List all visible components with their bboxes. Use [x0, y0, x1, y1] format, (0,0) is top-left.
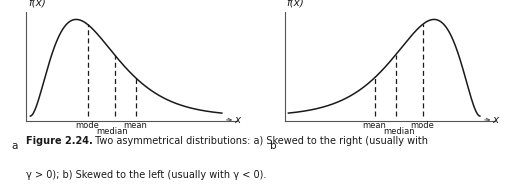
Text: x: x [235, 115, 240, 125]
Text: x: x [493, 115, 499, 125]
Text: mode: mode [76, 121, 100, 130]
Text: median: median [383, 127, 414, 136]
Text: median: median [96, 127, 128, 136]
Text: a: a [12, 141, 18, 151]
Text: f(x): f(x) [287, 0, 305, 7]
Text: f(x): f(x) [28, 0, 46, 7]
Text: Two asymmetrical distributions: a) Skewed to the right (usually with: Two asymmetrical distributions: a) Skewe… [92, 136, 428, 146]
Text: Figure 2.24.: Figure 2.24. [26, 136, 93, 146]
Text: mean: mean [124, 121, 148, 130]
Text: γ > 0); b) Skewed to the left (usually with γ < 0).: γ > 0); b) Skewed to the left (usually w… [26, 170, 267, 180]
Text: b: b [270, 141, 277, 151]
Text: mean: mean [363, 121, 387, 130]
Text: mode: mode [411, 121, 434, 130]
